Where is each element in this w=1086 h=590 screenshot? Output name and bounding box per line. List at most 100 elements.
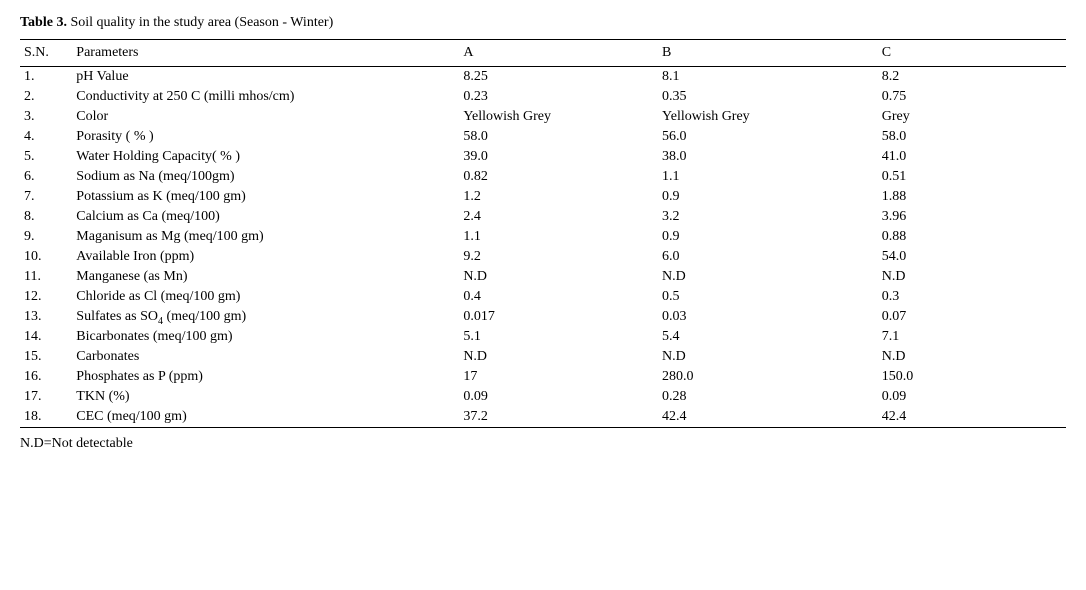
cell-param: CEC (meq/100 gm) bbox=[72, 407, 459, 428]
cell-param: Chloride as Cl (meq/100 gm) bbox=[72, 287, 459, 307]
cell-a: 58.0 bbox=[459, 127, 658, 147]
cell-a: 8.25 bbox=[459, 67, 658, 88]
cell-c: 150.0 bbox=[878, 367, 1066, 387]
cell-b: 1.1 bbox=[658, 167, 878, 187]
cell-a: 5.1 bbox=[459, 327, 658, 347]
cell-a: 2.4 bbox=[459, 207, 658, 227]
cell-sn: 8. bbox=[20, 207, 72, 227]
cell-param: Calcium as Ca (meq/100) bbox=[72, 207, 459, 227]
table-row: 13.Sulfates as SO4 (meq/100 gm)0.0170.03… bbox=[20, 307, 1066, 327]
cell-c: 42.4 bbox=[878, 407, 1066, 428]
cell-sn: 9. bbox=[20, 227, 72, 247]
cell-param: Phosphates as P (ppm) bbox=[72, 367, 459, 387]
col-header-b: B bbox=[658, 40, 878, 67]
cell-c: 0.88 bbox=[878, 227, 1066, 247]
table-row: 8.Calcium as Ca (meq/100)2.43.23.96 bbox=[20, 207, 1066, 227]
cell-b: 6.0 bbox=[658, 247, 878, 267]
cell-param: Water Holding Capacity( % ) bbox=[72, 147, 459, 167]
cell-c: 0.09 bbox=[878, 387, 1066, 407]
cell-c: N.D bbox=[878, 267, 1066, 287]
cell-sn: 16. bbox=[20, 367, 72, 387]
cell-c: 0.51 bbox=[878, 167, 1066, 187]
cell-b: Yellowish Grey bbox=[658, 107, 878, 127]
col-header-c: C bbox=[878, 40, 1066, 67]
cell-a: 1.2 bbox=[459, 187, 658, 207]
cell-c: 1.88 bbox=[878, 187, 1066, 207]
cell-c: 0.07 bbox=[878, 307, 1066, 327]
table-row: 9.Maganisum as Mg (meq/100 gm)1.10.90.88 bbox=[20, 227, 1066, 247]
cell-sn: 15. bbox=[20, 347, 72, 367]
table-row: 6.Sodium as Na (meq/100gm)0.821.10.51 bbox=[20, 167, 1066, 187]
cell-param: Sulfates as SO4 (meq/100 gm) bbox=[72, 307, 459, 327]
cell-a: 9.2 bbox=[459, 247, 658, 267]
cell-param: Porasity ( % ) bbox=[72, 127, 459, 147]
cell-sn: 11. bbox=[20, 267, 72, 287]
cell-a: 0.82 bbox=[459, 167, 658, 187]
cell-a: 39.0 bbox=[459, 147, 658, 167]
cell-param: Color bbox=[72, 107, 459, 127]
cell-param: Manganese (as Mn) bbox=[72, 267, 459, 287]
table-row: 1.pH Value8.258.18.2 bbox=[20, 67, 1066, 88]
table-row: 14.Bicarbonates (meq/100 gm)5.15.47.1 bbox=[20, 327, 1066, 347]
cell-c: 0.3 bbox=[878, 287, 1066, 307]
cell-param: Available Iron (ppm) bbox=[72, 247, 459, 267]
table-row: 15.CarbonatesN.DN.DN.D bbox=[20, 347, 1066, 367]
cell-param: Maganisum as Mg (meq/100 gm) bbox=[72, 227, 459, 247]
table-row: 3.ColorYellowish GreyYellowish GreyGrey bbox=[20, 107, 1066, 127]
cell-c: N.D bbox=[878, 347, 1066, 367]
cell-b: 0.28 bbox=[658, 387, 878, 407]
footnote: N.D=Not detectable bbox=[20, 436, 1066, 452]
table-caption: Table 3. Soil quality in the study area … bbox=[20, 15, 1066, 31]
table-title-text: Soil quality in the study area (Season -… bbox=[67, 15, 333, 30]
cell-c: 8.2 bbox=[878, 67, 1066, 88]
cell-c: 41.0 bbox=[878, 147, 1066, 167]
cell-b: 0.03 bbox=[658, 307, 878, 327]
table-row: 12.Chloride as Cl (meq/100 gm)0.40.50.3 bbox=[20, 287, 1066, 307]
cell-b: 38.0 bbox=[658, 147, 878, 167]
cell-sn: 2. bbox=[20, 87, 72, 107]
cell-b: 0.35 bbox=[658, 87, 878, 107]
table-number: Table 3. bbox=[20, 15, 67, 30]
cell-a: 37.2 bbox=[459, 407, 658, 428]
cell-b: N.D bbox=[658, 347, 878, 367]
cell-sn: 18. bbox=[20, 407, 72, 428]
cell-param: Carbonates bbox=[72, 347, 459, 367]
cell-sn: 7. bbox=[20, 187, 72, 207]
cell-a: 17 bbox=[459, 367, 658, 387]
col-header-param: Parameters bbox=[72, 40, 459, 67]
cell-sn: 5. bbox=[20, 147, 72, 167]
cell-sn: 6. bbox=[20, 167, 72, 187]
table-body: 1.pH Value8.258.18.22.Conductivity at 25… bbox=[20, 67, 1066, 428]
table-row: 5.Water Holding Capacity( % )39.038.041.… bbox=[20, 147, 1066, 167]
cell-a: 0.23 bbox=[459, 87, 658, 107]
cell-a: 0.4 bbox=[459, 287, 658, 307]
table-row: 7.Potassium as K (meq/100 gm)1.20.91.88 bbox=[20, 187, 1066, 207]
cell-b: 5.4 bbox=[658, 327, 878, 347]
cell-b: N.D bbox=[658, 267, 878, 287]
cell-b: 280.0 bbox=[658, 367, 878, 387]
cell-b: 0.5 bbox=[658, 287, 878, 307]
cell-c: Grey bbox=[878, 107, 1066, 127]
cell-a: 0.017 bbox=[459, 307, 658, 327]
col-header-a: A bbox=[459, 40, 658, 67]
cell-param: TKN (%) bbox=[72, 387, 459, 407]
cell-a: 1.1 bbox=[459, 227, 658, 247]
cell-c: 58.0 bbox=[878, 127, 1066, 147]
cell-a: N.D bbox=[459, 347, 658, 367]
cell-a: 0.09 bbox=[459, 387, 658, 407]
soil-quality-table: S.N. Parameters A B C 1.pH Value8.258.18… bbox=[20, 39, 1066, 428]
cell-param: Conductivity at 250 C (milli mhos/cm) bbox=[72, 87, 459, 107]
table-row: 2.Conductivity at 250 C (milli mhos/cm)0… bbox=[20, 87, 1066, 107]
cell-c: 3.96 bbox=[878, 207, 1066, 227]
cell-b: 42.4 bbox=[658, 407, 878, 428]
cell-b: 56.0 bbox=[658, 127, 878, 147]
table-row: 11.Manganese (as Mn)N.DN.DN.D bbox=[20, 267, 1066, 287]
cell-param: Potassium as K (meq/100 gm) bbox=[72, 187, 459, 207]
cell-b: 0.9 bbox=[658, 227, 878, 247]
cell-b: 8.1 bbox=[658, 67, 878, 88]
table-row: 17.TKN (%)0.090.280.09 bbox=[20, 387, 1066, 407]
cell-a: N.D bbox=[459, 267, 658, 287]
cell-param: Bicarbonates (meq/100 gm) bbox=[72, 327, 459, 347]
cell-sn: 3. bbox=[20, 107, 72, 127]
cell-b: 0.9 bbox=[658, 187, 878, 207]
